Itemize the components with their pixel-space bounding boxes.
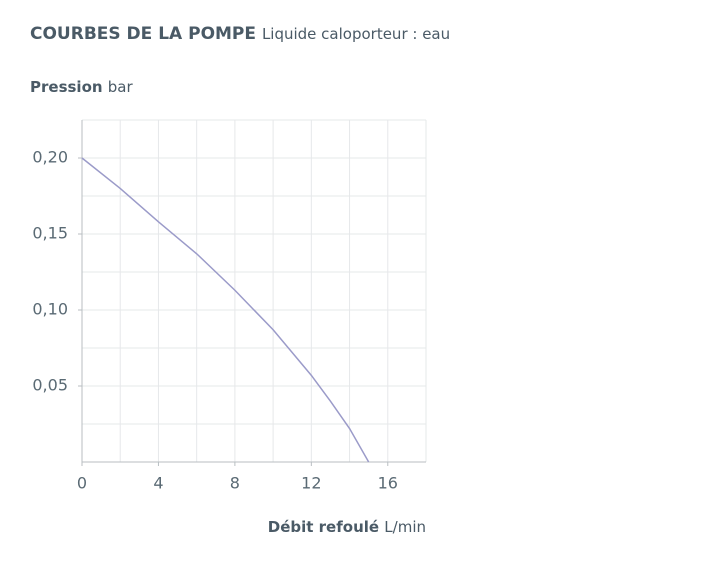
x-tick-label: 4: [153, 474, 163, 493]
y-label: Pression: [30, 78, 103, 96]
chart-title: COURBES DE LA POMPE Liquide caloporteur …: [30, 24, 450, 44]
x-label: Débit refoulé: [268, 518, 379, 536]
x-axis-label: Débit refoulé L/min: [268, 518, 426, 536]
title: COURBES DE LA POMPE: [30, 24, 256, 44]
y-tick-label: 0,05: [32, 376, 68, 395]
y-unit: bar: [108, 78, 134, 96]
x-unit: L/min: [384, 518, 426, 536]
y-tick-label: 0,10: [32, 300, 68, 319]
x-tick-label: 16: [378, 474, 398, 493]
y-axis-label: Pression bar: [30, 78, 133, 96]
x-tick-label: 12: [301, 474, 321, 493]
subtitle: Liquide caloporteur : eau: [262, 25, 450, 43]
x-tick-label: 0: [77, 474, 87, 493]
y-tick-label: 0,15: [32, 224, 68, 243]
line-series: [81, 157, 370, 463]
y-tick-label: 0,20: [32, 148, 68, 167]
x-tick-label: 8: [230, 474, 240, 493]
